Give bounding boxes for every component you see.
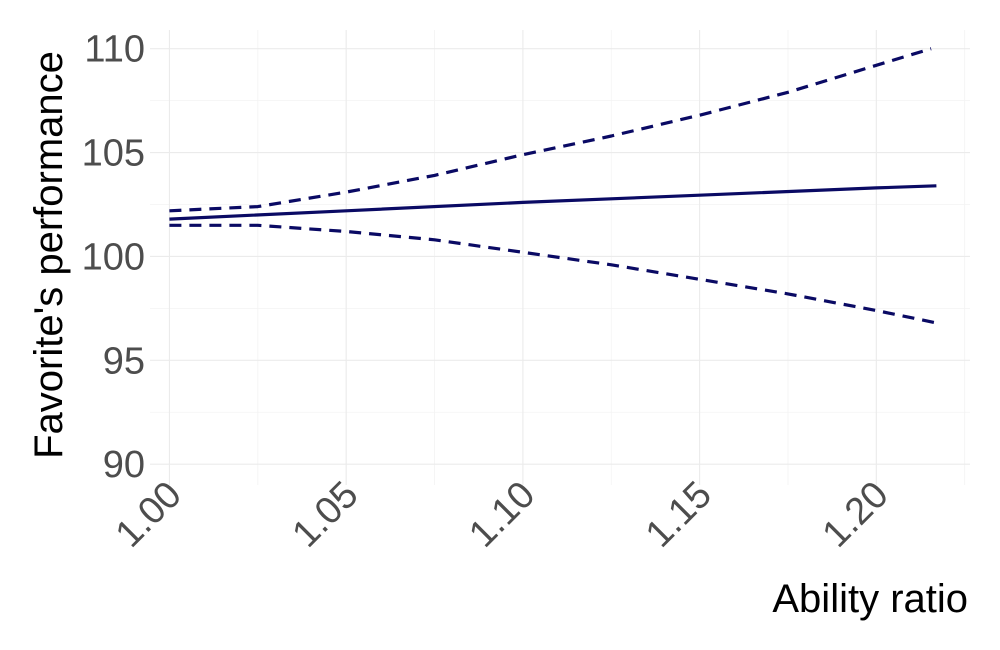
y-tick-label: 100 <box>82 236 145 278</box>
y-tick-label: 110 <box>84 29 145 71</box>
dashed-series-line <box>169 47 932 213</box>
grid <box>150 30 970 485</box>
x-axis-title: Ability ratio <box>772 577 968 621</box>
y-tick-labels: 90 95 100 105 110 <box>82 29 145 487</box>
y-axis-title: Favorite's performance <box>27 51 71 459</box>
series-lines <box>169 47 937 325</box>
x-tick-label: 1.15 <box>638 474 720 556</box>
y-tick-label: 105 <box>82 133 145 175</box>
y-tick-label: 90 <box>103 444 145 486</box>
solid-series-line <box>169 184 937 221</box>
x-tick-label: 1.10 <box>461 474 543 556</box>
x-tick-labels: 1.00 1.05 1.10 1.15 1.20 <box>108 474 897 556</box>
dashed-series-line <box>169 223 937 325</box>
y-tick-label: 95 <box>103 340 145 382</box>
x-tick-label: 1.20 <box>815 474 897 556</box>
x-tick-label: 1.05 <box>285 474 367 556</box>
